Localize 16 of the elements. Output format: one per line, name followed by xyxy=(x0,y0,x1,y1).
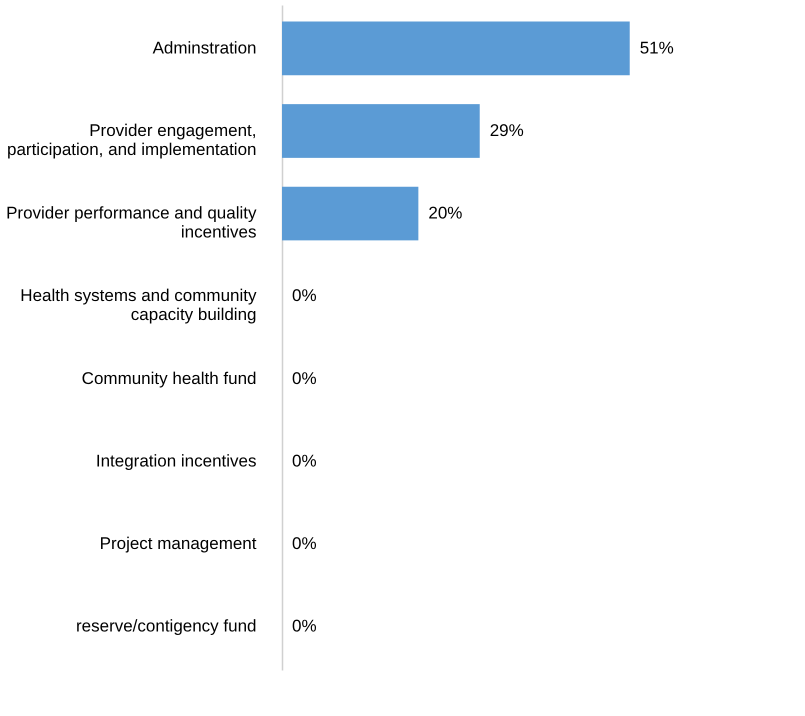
y-tick-label: reserve/contigency fund xyxy=(76,616,256,636)
y-tick-label: Health systems and community capacity building xyxy=(20,286,257,324)
y-tick-label: Integration incentives xyxy=(96,451,256,470)
y-tick-label: Adminstration xyxy=(152,38,256,58)
data-label: 20% xyxy=(428,204,462,223)
data-label: 0% xyxy=(292,368,317,388)
data-label: 0% xyxy=(292,616,317,636)
y-tick-label: Provider performance and quality incentives xyxy=(6,204,257,242)
y-tick-label: Project management xyxy=(100,534,257,554)
data-label: 51% xyxy=(640,38,674,58)
y-tick-label: Provider engagement, participation, and implementation xyxy=(7,120,256,159)
data-label: 0% xyxy=(292,286,317,306)
data-label: 29% xyxy=(490,120,524,140)
data-label: 0% xyxy=(292,451,317,470)
y-tick-label: Community health fund xyxy=(82,368,256,388)
data-label: 0% xyxy=(292,534,317,554)
